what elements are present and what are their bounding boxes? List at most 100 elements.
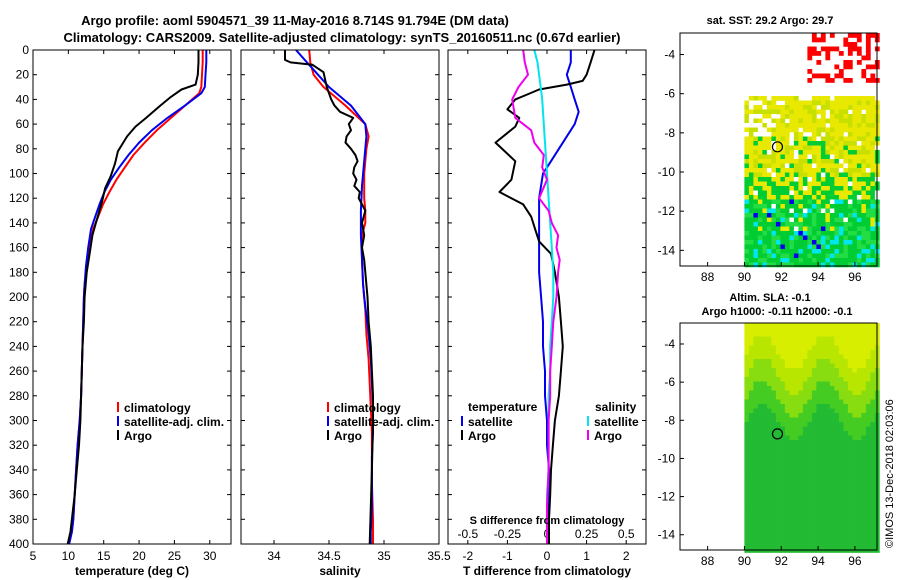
sst-cell bbox=[820, 217, 826, 223]
sst-cell bbox=[766, 127, 772, 133]
sst-cell bbox=[852, 109, 858, 115]
sla-cell bbox=[825, 431, 831, 436]
sst-cell bbox=[820, 33, 826, 38]
sla-cell bbox=[852, 462, 858, 468]
sst-cell bbox=[847, 235, 853, 241]
sst-cell bbox=[793, 213, 799, 218]
sst-cell bbox=[748, 118, 754, 124]
sst-cell bbox=[820, 262, 826, 268]
sla-cell bbox=[865, 494, 871, 499]
sst-cell bbox=[789, 159, 795, 164]
sla-cell bbox=[834, 336, 840, 342]
sla-cell bbox=[748, 462, 754, 468]
sst-cell bbox=[771, 177, 777, 182]
sst-cell bbox=[744, 204, 750, 209]
sst-cell bbox=[766, 163, 772, 169]
sla-cell bbox=[793, 458, 799, 463]
sst-cell bbox=[766, 150, 772, 155]
sla-cell bbox=[816, 431, 822, 436]
sla-cell bbox=[843, 426, 849, 432]
sst-cell bbox=[865, 253, 871, 259]
sla-cell bbox=[843, 363, 849, 369]
sla-cell bbox=[820, 471, 826, 477]
sla-cell bbox=[847, 345, 853, 351]
sla-cell bbox=[789, 485, 795, 490]
sla-cell bbox=[780, 327, 786, 333]
sst-cell bbox=[825, 222, 831, 227]
sst-cell bbox=[834, 226, 840, 232]
sst-cell bbox=[789, 190, 795, 196]
sla-cell bbox=[748, 368, 754, 373]
sst-cell bbox=[865, 181, 871, 187]
salinity-x-ticks: 34 34.5 35 35.5 bbox=[241, 49, 451, 563]
sst-cell bbox=[766, 105, 772, 110]
sla-cell bbox=[870, 390, 876, 396]
sla-cell bbox=[793, 480, 799, 486]
sst-cell bbox=[852, 159, 858, 164]
sst-cell bbox=[793, 249, 799, 254]
sst-cell bbox=[834, 199, 840, 205]
sst-cell bbox=[852, 177, 858, 182]
sla-cell bbox=[816, 336, 822, 342]
sla-cell bbox=[861, 494, 867, 499]
sst-cell bbox=[852, 100, 858, 106]
sla-cell bbox=[847, 534, 853, 540]
sla-cell bbox=[829, 368, 835, 373]
sla-cell bbox=[856, 512, 862, 517]
sla-cell bbox=[811, 323, 817, 328]
sla-cell bbox=[852, 516, 858, 522]
sla-cell bbox=[834, 431, 840, 436]
sla-cell bbox=[753, 386, 759, 391]
sst-cell bbox=[816, 240, 822, 245]
x-tick-label: 5 bbox=[30, 549, 37, 563]
sla-cell bbox=[802, 345, 808, 351]
sst-cell bbox=[784, 195, 790, 200]
sla-cell bbox=[753, 417, 759, 423]
sst-cell bbox=[825, 235, 831, 241]
sst-cell bbox=[865, 127, 871, 133]
sla-cell bbox=[793, 471, 799, 477]
sla-cell bbox=[829, 323, 835, 328]
sla-cell bbox=[748, 341, 754, 346]
sst-cell bbox=[829, 172, 835, 178]
sla-cell bbox=[852, 485, 858, 490]
sla-cell bbox=[748, 467, 754, 472]
sla-cell bbox=[834, 341, 840, 346]
sla-cell bbox=[757, 426, 763, 432]
sla-cell bbox=[870, 471, 876, 477]
sst-cell bbox=[766, 208, 772, 214]
sst-cell bbox=[757, 186, 763, 191]
sst-cell bbox=[793, 154, 799, 160]
sst-cell bbox=[807, 213, 813, 218]
sla-cell bbox=[802, 395, 808, 400]
sla-cell bbox=[829, 341, 835, 346]
sst-cell bbox=[847, 226, 853, 232]
sla-cell bbox=[843, 444, 849, 450]
sla-cell bbox=[820, 462, 826, 468]
sla-cell bbox=[852, 417, 858, 423]
sst-cell bbox=[865, 64, 871, 70]
sla-cell bbox=[762, 327, 768, 333]
sla-cell bbox=[865, 363, 871, 369]
sla-cell bbox=[834, 399, 840, 405]
sst-cell bbox=[820, 208, 826, 214]
sst-cell bbox=[838, 262, 844, 268]
sla-cell bbox=[757, 332, 763, 337]
sst-cell bbox=[852, 231, 858, 236]
sla-cell bbox=[834, 332, 840, 337]
sla-cell bbox=[852, 363, 858, 369]
sla-cell bbox=[748, 413, 754, 418]
sla-cell bbox=[798, 368, 804, 373]
sst-cell bbox=[771, 222, 777, 227]
sla-cell bbox=[789, 345, 795, 351]
x-tick-label: 10 bbox=[62, 549, 76, 563]
salinity-xlabel: salinity bbox=[319, 564, 361, 578]
sst-cell bbox=[856, 244, 862, 250]
sla-cell bbox=[762, 377, 768, 382]
sst-cell bbox=[843, 109, 849, 115]
sla-cell bbox=[825, 485, 831, 490]
sst-cell bbox=[834, 235, 840, 241]
sst-cell bbox=[766, 258, 772, 263]
sla-cell bbox=[807, 489, 813, 495]
sst-cell bbox=[762, 168, 768, 173]
